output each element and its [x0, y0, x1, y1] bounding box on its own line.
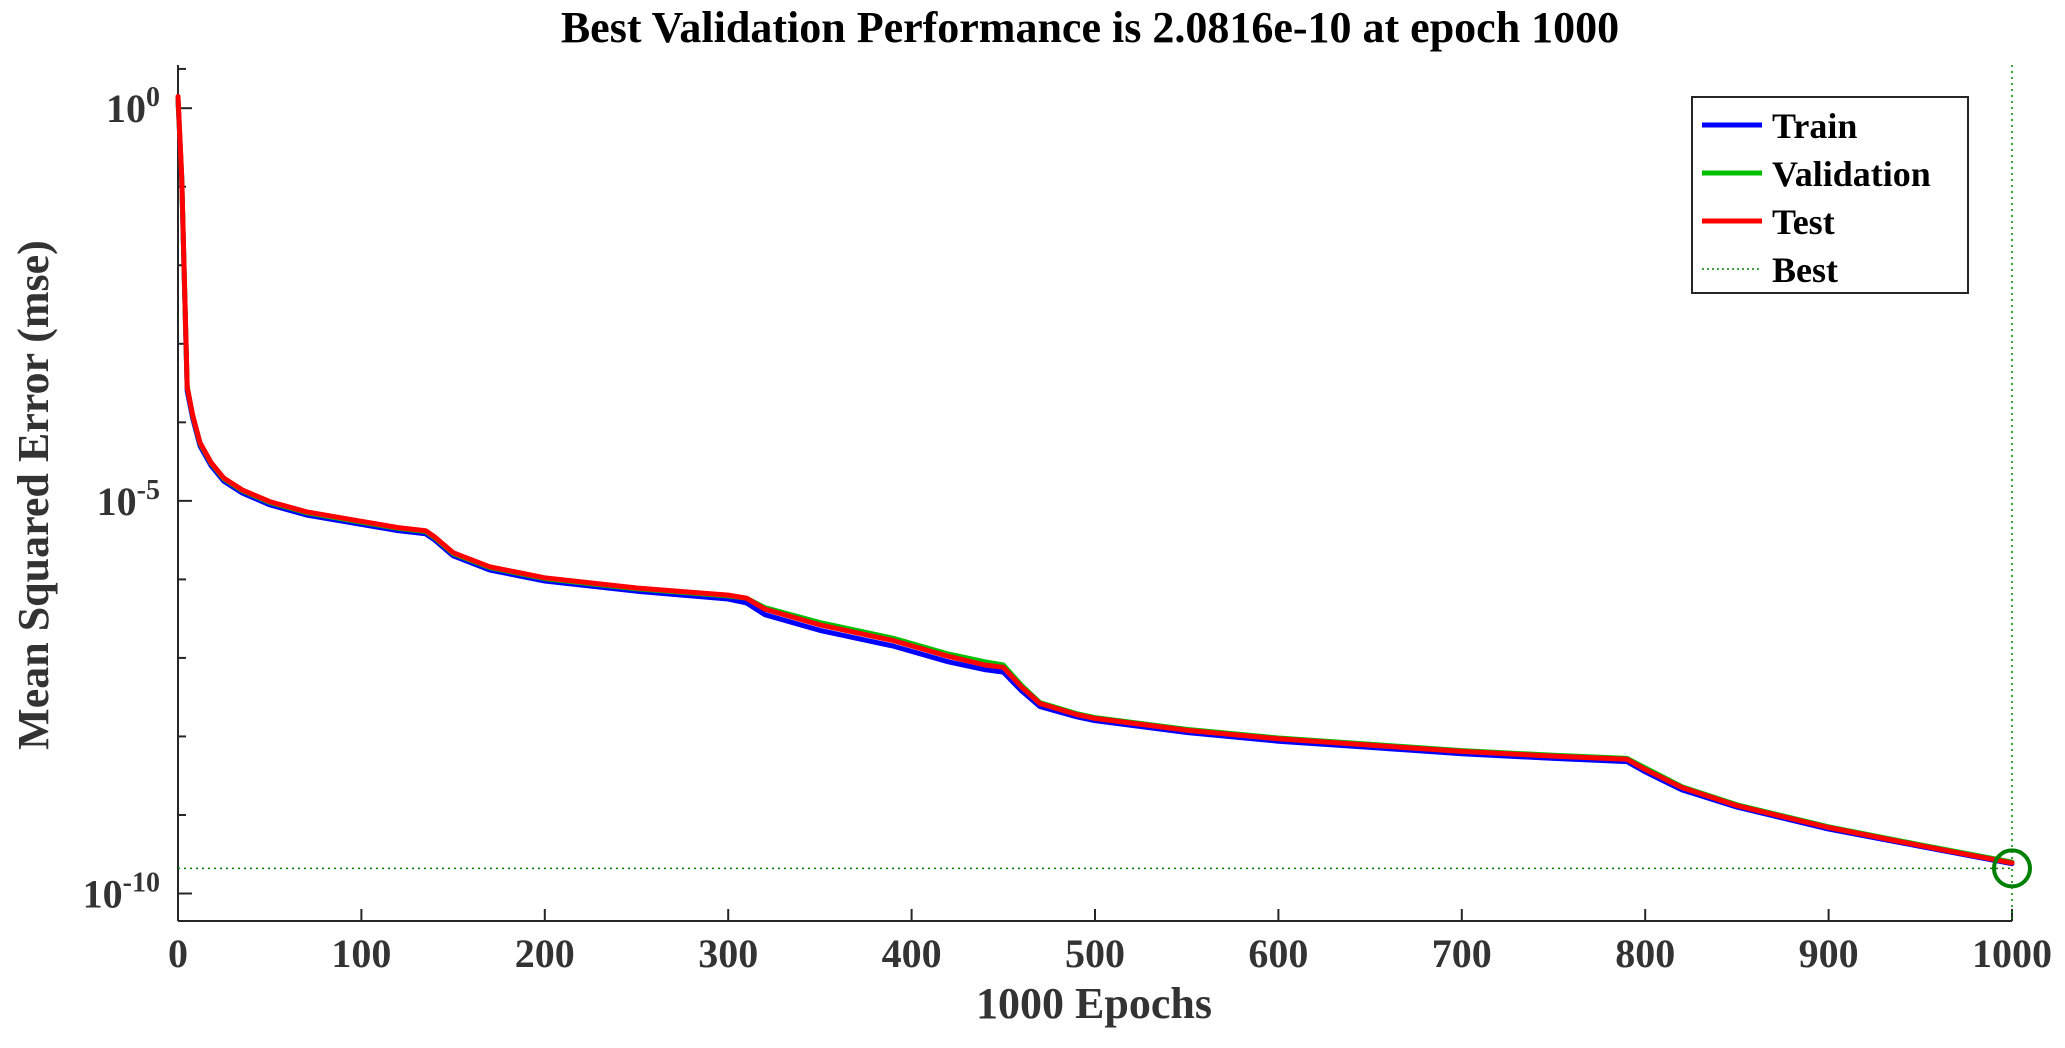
legend-box: [1691, 96, 1969, 294]
y-tick-label: 10-10: [83, 868, 160, 917]
y-axis-label: Mean Squared Error (mse): [9, 240, 58, 750]
x-tick-label: 700: [1432, 931, 1492, 976]
legend-label-validation: Validation: [1772, 154, 1931, 194]
x-tick-label: 400: [882, 931, 942, 976]
x-tick-label: 900: [1799, 931, 1859, 976]
y-tick-label: 100: [106, 82, 160, 131]
x-axis-label: 1000 Epochs: [976, 979, 1212, 1028]
series-line-test: [175, 93, 2015, 866]
legend: Train Validation Test Best: [1691, 96, 1969, 294]
x-tick-label: 300: [698, 931, 758, 976]
x-tick-label: 100: [331, 931, 391, 976]
plot-area: 0 100 200 300 400 500 600 700 800 900 1000 100 10-5 1…: [83, 65, 2052, 976]
legend-label-test: Test: [1772, 202, 1835, 242]
x-tick-label: 0: [168, 931, 188, 976]
best-point-marker: [1992, 848, 2032, 889]
x-tick-label: 500: [1065, 931, 1125, 976]
x-tick-label: 1000: [1972, 931, 2052, 976]
chart-title: Best Validation Performance is 2.0816e-1…: [561, 3, 1619, 52]
legend-label-best: Best: [1772, 250, 1838, 290]
x-tick-label: 200: [515, 931, 575, 976]
x-tick-label: 600: [1248, 931, 1308, 976]
x-tick-label: 800: [1615, 931, 1675, 976]
y-tick-label: 10-5: [97, 475, 160, 524]
legend-label-train: Train: [1772, 106, 1857, 146]
